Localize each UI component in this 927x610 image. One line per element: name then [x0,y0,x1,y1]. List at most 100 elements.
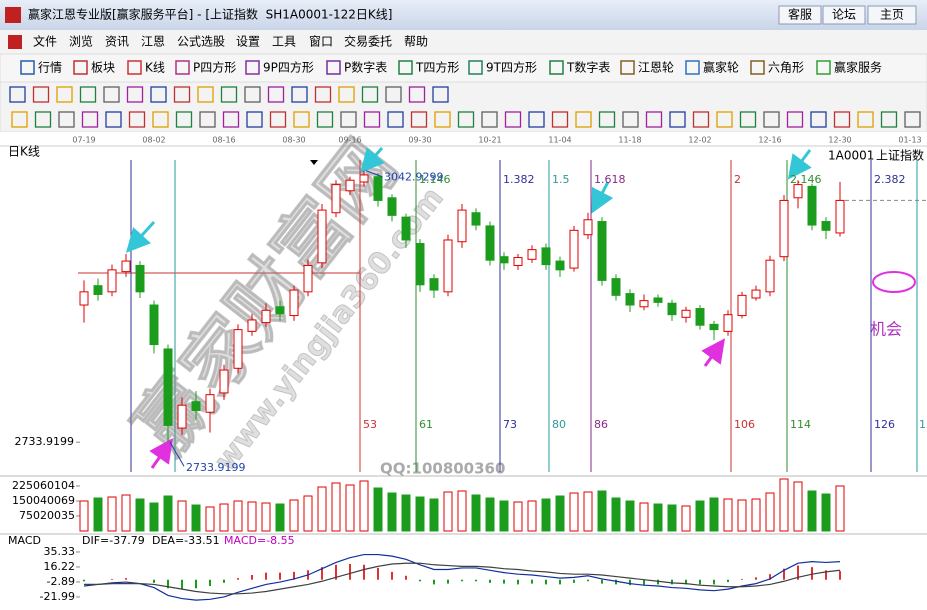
tool-icon[interactable] [81,111,99,128]
tool-icon[interactable] [434,111,451,128]
tool-icon[interactable] [786,111,804,128]
toolbar-icon[interactable] [326,60,341,75]
window-button-label[interactable]: 客服 [788,7,812,22]
tool-icon[interactable] [103,86,120,103]
tool-icon[interactable] [220,86,238,103]
toolbar-icon[interactable] [816,60,831,75]
tool-icon[interactable] [361,86,379,103]
toolbar-icon[interactable] [468,60,483,75]
tool-icon[interactable] [173,86,191,103]
window-button[interactable] [778,5,822,25]
tool-icon[interactable] [197,86,214,103]
tool-icon[interactable] [269,111,287,128]
menu-item[interactable]: 设置 [236,35,260,49]
tool-icon[interactable] [175,111,193,128]
menu-item[interactable]: 江恩 [141,35,165,49]
tool-icon[interactable] [598,111,616,128]
tool-icon[interactable] [551,111,569,128]
toolbar-icon[interactable] [549,60,564,75]
tool-icon[interactable] [11,111,28,128]
toolbar-item[interactable]: 六角形 [768,61,804,75]
tool-icon[interactable] [504,111,522,128]
tool-icon[interactable] [880,111,898,128]
window-button[interactable] [867,5,917,25]
toolbar-item[interactable]: T四方形 [415,60,459,75]
tool-icon[interactable] [833,111,851,128]
toolbar-icon[interactable] [750,60,765,75]
menu-item[interactable]: 交易委托 [344,34,392,49]
menu-item[interactable]: 帮助 [404,35,428,49]
tool-icon[interactable] [128,111,146,128]
menu-item[interactable]: 公式选股 [177,35,225,49]
tool-icon[interactable] [645,111,663,128]
menu-item[interactable]: 窗口 [309,35,333,49]
tool-icon[interactable] [716,111,733,128]
tool-icon[interactable] [244,86,261,103]
tool-icon[interactable] [363,111,381,128]
tool-icon[interactable] [267,86,285,103]
tool-icon[interactable] [293,111,310,128]
tool-icon[interactable] [528,111,545,128]
window-button-label[interactable]: 主页 [880,8,904,22]
tool-icon[interactable] [291,86,308,103]
tool-icon[interactable] [9,86,26,103]
tool-icon[interactable] [316,111,334,128]
toolbar-icon[interactable] [20,60,35,75]
toolbar-item[interactable]: P四方形 [193,60,236,75]
tool-icon[interactable] [126,86,144,103]
toolbar-icon[interactable] [685,60,700,75]
tool-icon[interactable] [457,111,475,128]
window-button[interactable] [822,5,866,25]
tool-icon[interactable] [575,111,592,128]
tool-icon[interactable] [34,111,52,128]
toolbar-icon[interactable] [127,60,142,75]
tool-icon[interactable] [763,111,780,128]
tool-icon[interactable] [387,111,404,128]
toolbar-item[interactable]: P数字表 [344,60,387,75]
menu-item[interactable]: 文件 [33,34,57,49]
tool-icon[interactable] [692,111,710,128]
window-button-label[interactable]: 论坛 [832,8,856,22]
tool-icon[interactable] [904,111,921,128]
tool-icon[interactable] [622,111,639,128]
tool-icon[interactable] [58,111,75,128]
tool-icon[interactable] [246,111,263,128]
tool-icon[interactable] [340,111,357,128]
tool-icon[interactable] [314,86,332,103]
toolbar-icon[interactable] [620,60,635,75]
menu-item[interactable]: 工具 [272,35,296,49]
tool-icon[interactable] [432,86,449,103]
toolbar-item[interactable]: 赢家服务 [834,60,882,75]
toolbar-icon[interactable] [73,60,88,75]
tool-icon[interactable] [105,111,122,128]
tool-icon[interactable] [385,86,402,103]
tool-icon[interactable] [408,86,426,103]
tool-icon[interactable] [739,111,757,128]
tool-icon[interactable] [32,86,50,103]
toolbar-item[interactable]: 9T四方形 [486,60,537,75]
tool-icon[interactable] [810,111,827,128]
toolbar-item[interactable]: 行情 [38,61,62,75]
menu-item[interactable]: 资讯 [105,35,129,49]
menu-item[interactable]: 浏览 [69,34,93,49]
tool-icon[interactable] [669,111,686,128]
toolbar-item[interactable]: 江恩轮 [638,61,674,75]
tool-icon[interactable] [199,111,216,128]
toolbar-icon[interactable] [245,60,260,75]
tool-icon[interactable] [79,86,97,103]
tool-icon[interactable] [56,86,73,103]
tool-icon[interactable] [338,86,355,103]
toolbar-icon[interactable] [175,60,190,75]
toolbar-item[interactable]: K线 [145,61,165,75]
toolbar-item[interactable]: 9P四方形 [263,60,314,75]
tool-icon[interactable] [222,111,240,128]
toolbar-item[interactable]: 赢家轮 [703,60,739,75]
toolbar-item[interactable]: 板块 [91,61,115,75]
toolbar-item[interactable]: T数字表 [566,60,610,75]
tool-icon[interactable] [152,111,169,128]
tool-icon[interactable] [857,111,874,128]
toolbar-icon[interactable] [398,60,413,75]
tool-icon[interactable] [481,111,498,128]
tool-icon[interactable] [410,111,428,128]
tool-icon[interactable] [150,86,167,103]
